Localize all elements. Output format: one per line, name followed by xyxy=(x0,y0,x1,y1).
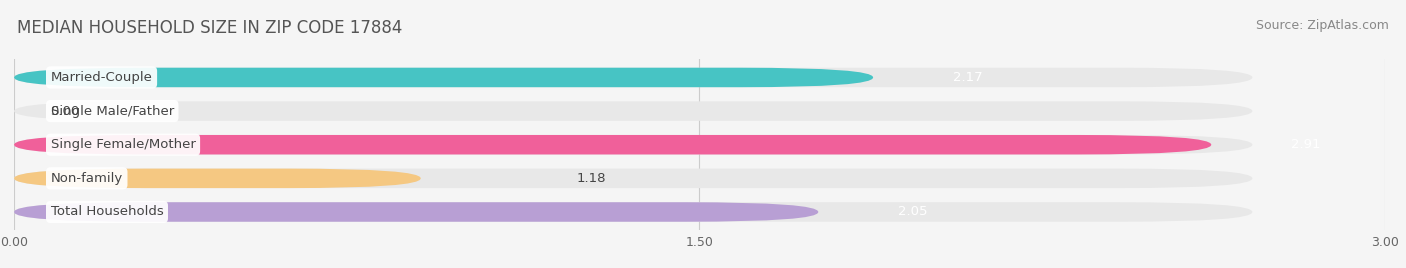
Text: 1.18: 1.18 xyxy=(576,172,606,185)
Text: Total Households: Total Households xyxy=(51,206,163,218)
FancyBboxPatch shape xyxy=(14,101,1253,121)
FancyBboxPatch shape xyxy=(14,135,1253,154)
FancyBboxPatch shape xyxy=(14,68,873,87)
Text: 2.91: 2.91 xyxy=(1292,138,1322,151)
FancyBboxPatch shape xyxy=(14,68,1253,87)
Text: Source: ZipAtlas.com: Source: ZipAtlas.com xyxy=(1256,19,1389,32)
FancyBboxPatch shape xyxy=(14,202,818,222)
FancyBboxPatch shape xyxy=(14,135,1212,154)
Text: 0.00: 0.00 xyxy=(51,105,80,118)
FancyBboxPatch shape xyxy=(14,169,420,188)
Text: Single Male/Father: Single Male/Father xyxy=(51,105,174,118)
Text: 2.17: 2.17 xyxy=(953,71,983,84)
Text: 2.05: 2.05 xyxy=(898,206,928,218)
Text: Married-Couple: Married-Couple xyxy=(51,71,152,84)
Text: MEDIAN HOUSEHOLD SIZE IN ZIP CODE 17884: MEDIAN HOUSEHOLD SIZE IN ZIP CODE 17884 xyxy=(17,19,402,37)
FancyBboxPatch shape xyxy=(14,202,1253,222)
Text: Non-family: Non-family xyxy=(51,172,122,185)
FancyBboxPatch shape xyxy=(14,169,1253,188)
Text: Single Female/Mother: Single Female/Mother xyxy=(51,138,195,151)
